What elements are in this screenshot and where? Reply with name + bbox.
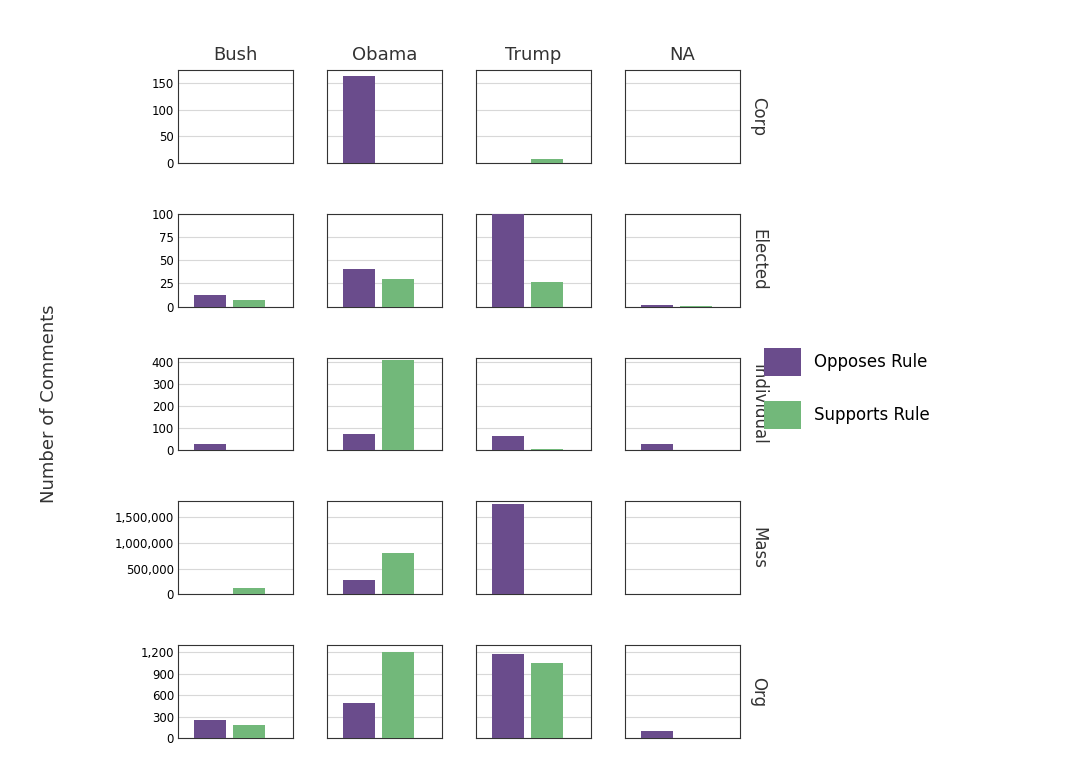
Bar [492, 504, 524, 594]
Text: Org: Org [748, 677, 767, 707]
Text: Mass: Mass [748, 527, 767, 569]
Text: Individual: Individual [748, 364, 767, 444]
Bar [343, 434, 376, 451]
Bar [233, 725, 266, 738]
Legend: Opposes Rule, Supports Rule: Opposes Rule, Supports Rule [765, 348, 930, 429]
Bar [382, 360, 415, 451]
Bar [531, 449, 564, 451]
Bar [680, 305, 713, 307]
Bar [233, 300, 266, 307]
Bar [531, 159, 564, 162]
Bar [531, 281, 564, 307]
Bar [382, 553, 415, 594]
Bar [492, 436, 524, 451]
Bar [642, 731, 673, 738]
Title: Trump: Trump [505, 46, 562, 64]
Bar [642, 305, 673, 307]
Title: Obama: Obama [352, 46, 417, 64]
Title: Bush: Bush [214, 46, 258, 64]
Bar [233, 587, 266, 594]
Text: Number of Comments: Number of Comments [40, 305, 57, 503]
Bar [492, 654, 524, 738]
Bar [343, 580, 376, 594]
Bar [382, 653, 415, 738]
Bar [343, 270, 376, 307]
Bar [343, 76, 376, 162]
Bar [642, 444, 673, 451]
Bar [194, 720, 227, 738]
Bar [492, 214, 524, 307]
Bar [194, 294, 227, 307]
Text: Elected: Elected [748, 229, 767, 291]
Title: NA: NA [670, 46, 696, 64]
Bar [343, 703, 376, 738]
Bar [531, 664, 564, 738]
Bar [194, 444, 227, 451]
Text: Corp: Corp [748, 97, 767, 136]
Bar [382, 279, 415, 307]
